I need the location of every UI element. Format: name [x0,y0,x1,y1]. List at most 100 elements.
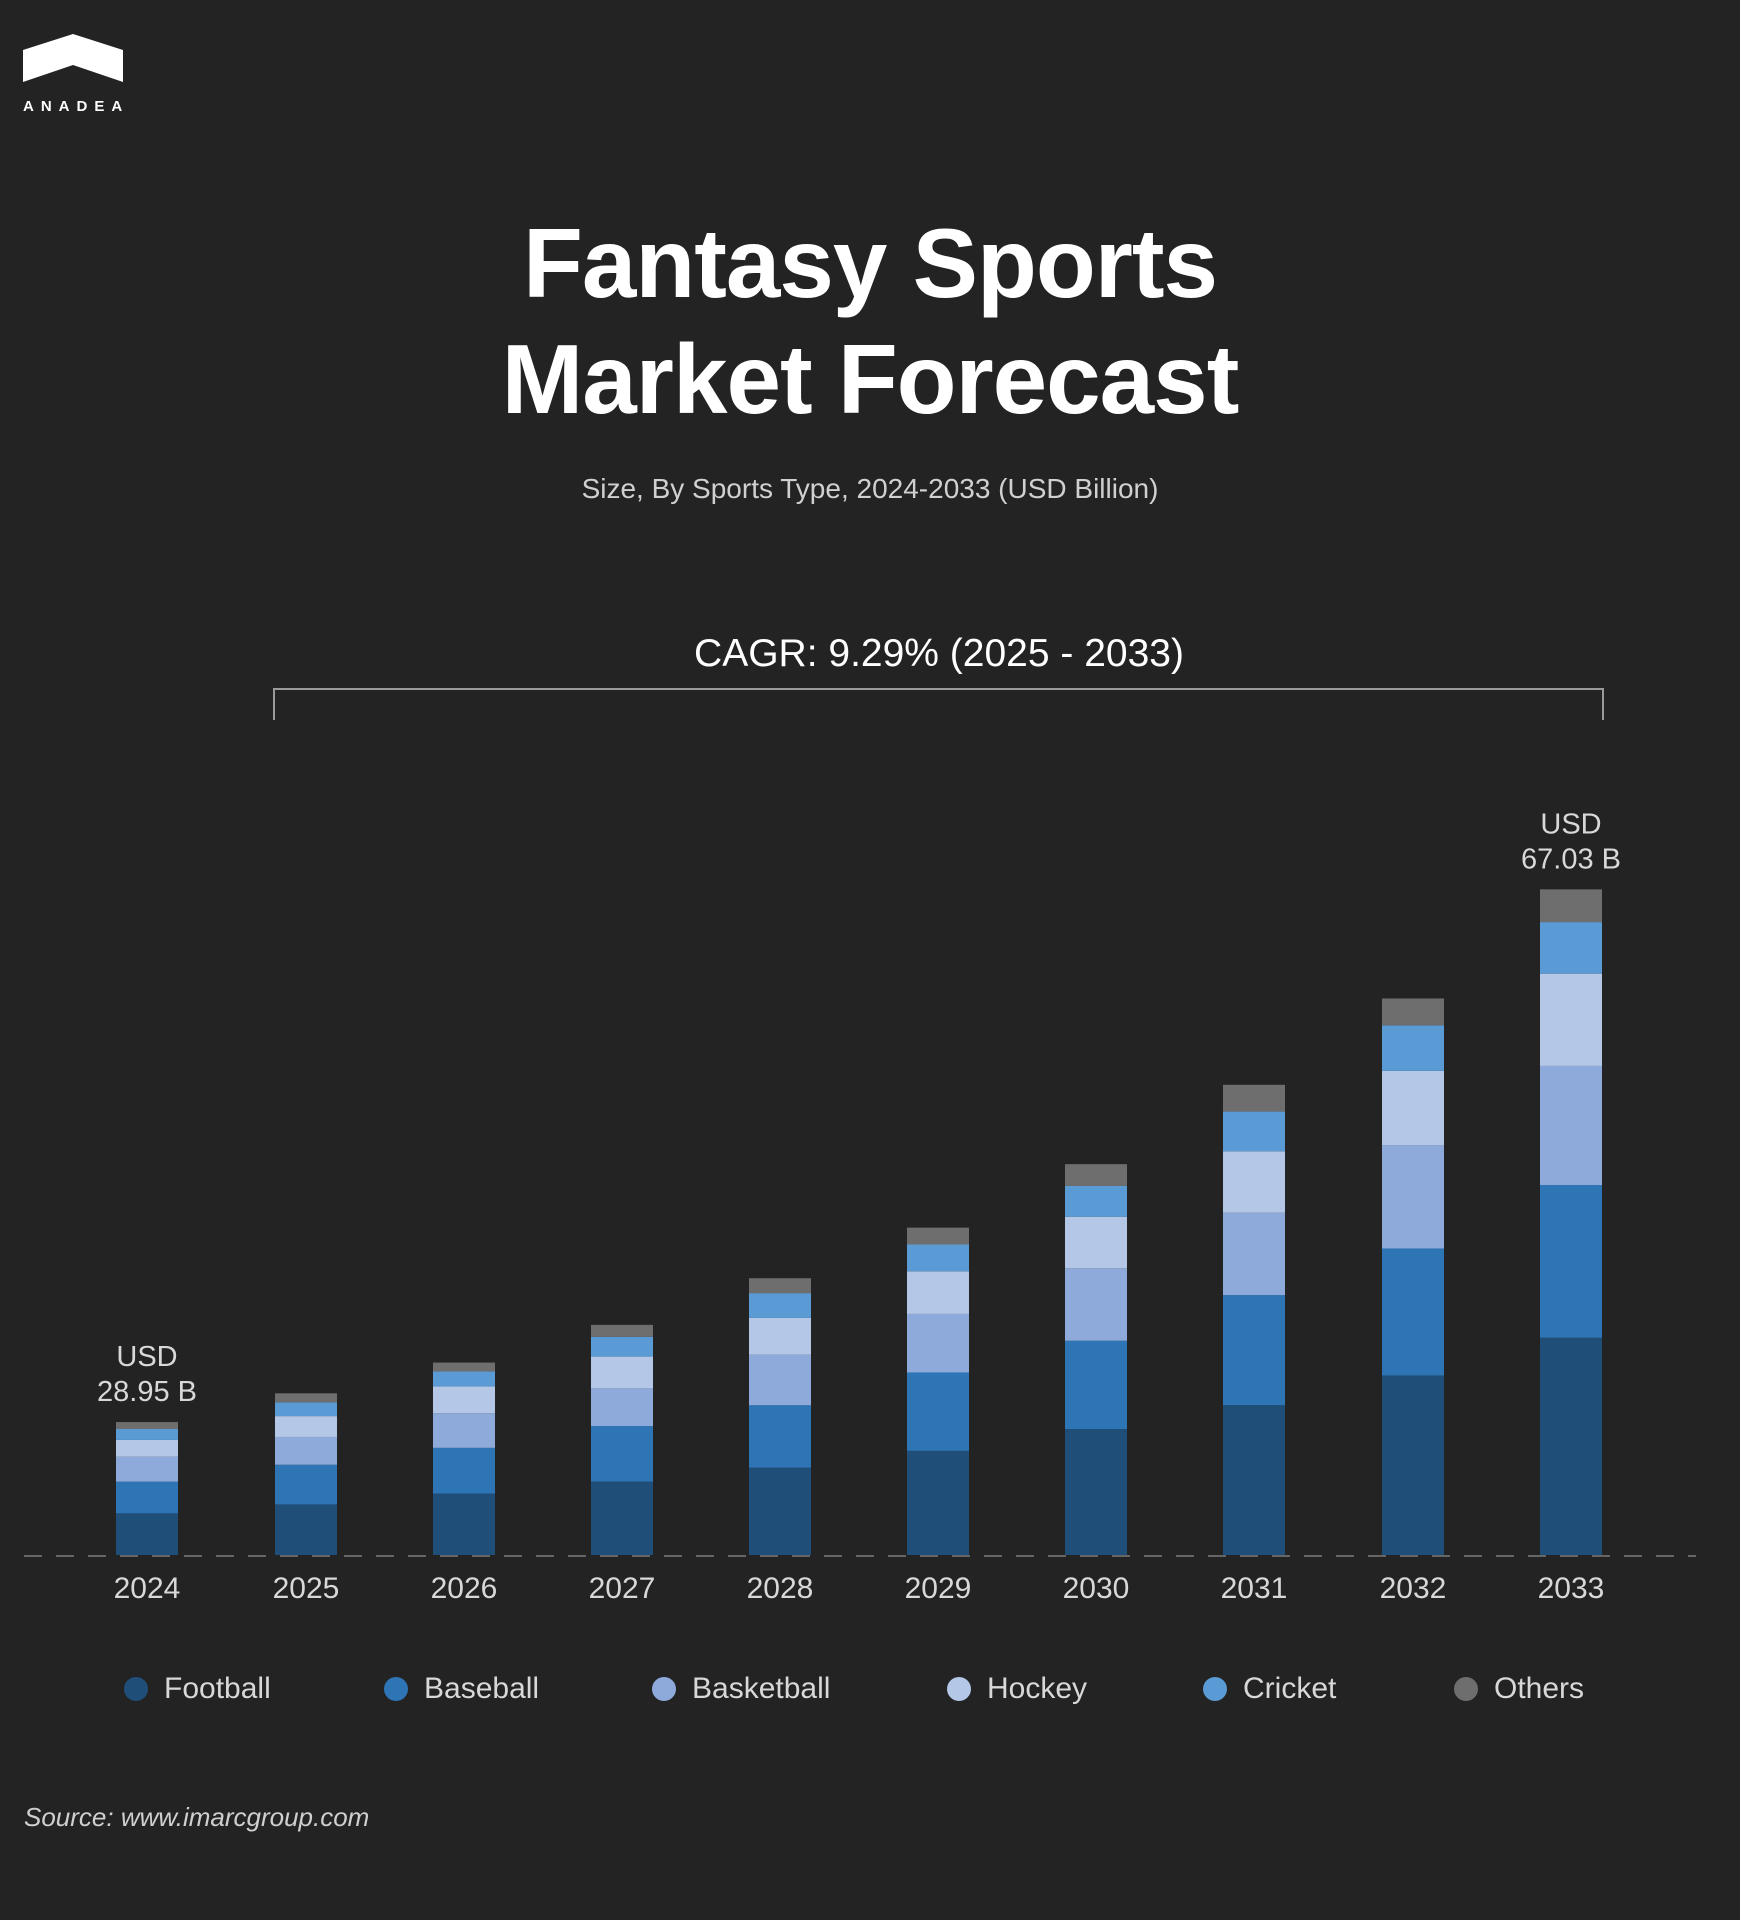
bar-segment-hockey-2029 [907,1271,969,1314]
legend-item-basketball: Basketball [652,1672,830,1706]
bar-segment-hockey-2030 [1065,1216,1127,1269]
bar-segment-basketball-2032 [1382,1145,1444,1249]
bar-segment-others-2033 [1540,889,1602,923]
bar-segment-baseball-2030 [1065,1340,1127,1430]
bar-segment-basketball-2030 [1065,1268,1127,1341]
page-title: Fantasy Sports Market Forecast [0,205,1740,437]
legend-label: Football [164,1672,271,1705]
total-value-label: USD [1540,808,1601,840]
bar-segment-football-2025 [275,1504,337,1555]
bar-segment-basketball-2027 [591,1388,653,1427]
bar-segment-others-2030 [1065,1164,1127,1186]
legend-swatch [652,1677,676,1701]
cagr-bracket [273,688,1604,720]
total-value-label: USD [116,1341,177,1373]
chart-subtitle: Size, By Sports Type, 2024-2033 (USD Bil… [581,473,1159,504]
legend-label: Hockey [987,1672,1088,1705]
bar-segment-hockey-2032 [1382,1070,1444,1146]
bar-segment-cricket-2027 [591,1336,653,1357]
bar-segment-baseball-2025 [275,1464,337,1505]
legend-item-football: Football [124,1672,271,1706]
x-tick-label: 2024 [114,1572,181,1605]
bar-segment-baseball-2033 [1540,1184,1602,1338]
bar-segment-basketball-2024 [116,1456,178,1482]
x-tick-label: 2026 [431,1572,498,1605]
bar-segment-baseball-2031 [1223,1295,1285,1406]
bar-segment-football-2031 [1223,1405,1285,1555]
x-tick-label: 2025 [273,1572,340,1605]
legend-swatch [1203,1677,1227,1701]
legend-swatch [124,1677,148,1701]
bar-segment-baseball-2027 [591,1426,653,1482]
bar-segment-hockey-2027 [591,1356,653,1389]
total-value-label: 28.95 B [97,1376,197,1408]
bar-segment-basketball-2026 [433,1413,495,1448]
bar-segment-hockey-2028 [749,1317,811,1355]
bar-segment-cricket-2026 [433,1371,495,1387]
title-line-2: Market Forecast [501,324,1240,434]
bar-segment-football-2032 [1382,1375,1444,1555]
bar-segment-basketball-2033 [1540,1065,1602,1185]
bar-segment-basketball-2025 [275,1436,337,1465]
legend: Football Baseball Basketball Hockey Cricket O… [0,1672,1740,1716]
legend-label: Others [1494,1672,1585,1705]
x-tick-label: 2033 [1538,1572,1605,1605]
x-tick-label: 2030 [1063,1572,1130,1605]
legend-swatch [384,1677,408,1701]
bar-segment-others-2031 [1223,1084,1285,1112]
bar-segment-hockey-2031 [1223,1151,1285,1213]
bar-segment-others-2026 [433,1362,495,1372]
x-tick-label: 2029 [905,1572,972,1605]
x-tick-label: 2031 [1221,1572,1288,1605]
legend-label: Baseball [424,1672,540,1705]
bar-segment-baseball-2029 [907,1372,969,1451]
bar-segment-others-2028 [749,1278,811,1294]
bar-segment-football-2024 [116,1513,178,1555]
bar-segment-cricket-2032 [1382,1025,1444,1071]
bar-segment-others-2029 [907,1227,969,1245]
legend-item-cricket: Cricket [1203,1672,1336,1706]
bar-segment-baseball-2032 [1382,1248,1444,1376]
bar-segment-cricket-2025 [275,1402,337,1417]
bar-segment-others-2024 [116,1422,178,1430]
bar-segment-cricket-2031 [1223,1111,1285,1152]
legend-item-baseball: Baseball [384,1672,539,1706]
legend-label: Basketball [692,1672,831,1705]
anadea-logo [23,34,123,82]
total-value-label: 67.03 B [1521,843,1621,875]
bar-segment-hockey-2024 [116,1439,178,1457]
bar-segment-cricket-2024 [116,1429,178,1440]
bar-segment-baseball-2026 [433,1447,495,1494]
x-tick-label: 2032 [1380,1572,1447,1605]
bar-segment-cricket-2033 [1540,922,1602,974]
bar-segment-football-2030 [1065,1429,1127,1555]
bar-segment-football-2027 [591,1481,653,1555]
bar-segment-others-2027 [591,1324,653,1337]
title-line-1: Fantasy Sports [523,208,1218,318]
source-note: Source: www.imarcgroup.com [24,1802,370,1832]
bar-segment-cricket-2030 [1065,1185,1127,1217]
x-tick-label: 2027 [589,1572,656,1605]
legend-item-others: Others [1454,1672,1584,1706]
cagr-annotation: CAGR: 9.29% (2025 - 2033) [694,632,1184,675]
bar-segment-others-2025 [275,1393,337,1403]
bar-segment-football-2029 [907,1450,969,1555]
bar-segment-hockey-2025 [275,1416,337,1437]
bar-segment-football-2026 [433,1493,495,1555]
legend-label: Cricket [1243,1672,1337,1705]
bar-segment-basketball-2031 [1223,1212,1285,1296]
bar-segment-basketball-2028 [749,1354,811,1406]
bar-segment-baseball-2028 [749,1405,811,1468]
bar-segment-basketball-2029 [907,1313,969,1373]
legend-item-hockey: Hockey [947,1672,1087,1706]
bar-segment-football-2028 [749,1467,811,1555]
bar-segment-cricket-2029 [907,1244,969,1272]
legend-swatch [947,1677,971,1701]
bar-segment-football-2033 [1540,1337,1602,1555]
x-tick-label: 2028 [747,1572,814,1605]
brand-name: ANADEA [23,98,130,115]
bar-segment-others-2032 [1382,998,1444,1026]
bar-segment-cricket-2028 [749,1293,811,1318]
bar-segment-hockey-2026 [433,1386,495,1414]
